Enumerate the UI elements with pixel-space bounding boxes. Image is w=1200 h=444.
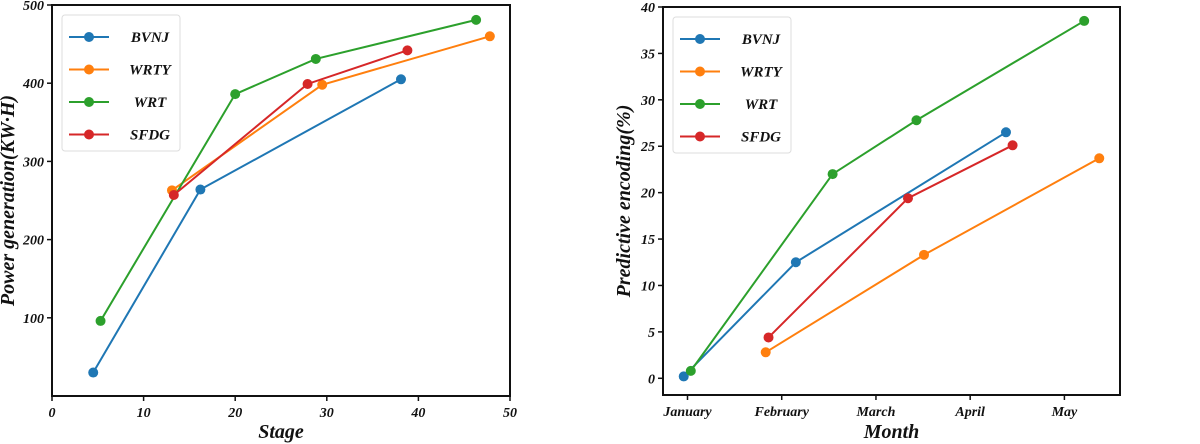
data-point [168, 190, 179, 201]
data-point [763, 332, 774, 343]
data-point [685, 365, 696, 376]
data-point [1079, 15, 1090, 26]
legend: BVNJ WRTY WRT SFDG [61, 14, 181, 152]
data-point [195, 184, 206, 195]
x-tick-label: February [753, 405, 809, 420]
x-tick-label: May [1051, 405, 1078, 420]
data-point [310, 53, 321, 64]
data-point [484, 31, 495, 42]
data-point [471, 14, 482, 25]
series-line [767, 144, 1014, 339]
series-sfdg [763, 140, 1018, 343]
x-tick-label: 20 [227, 406, 242, 421]
data-point [88, 367, 99, 378]
y-tick-label: 10 [641, 279, 655, 294]
chart-2: 0 5 10 15 20 25 30 35 40 January February March Apri… [613, 1, 1121, 443]
x-tick-label: March [855, 405, 895, 420]
legend-label: WRT [134, 95, 167, 111]
legend-marker [84, 32, 94, 42]
data-point [678, 371, 689, 382]
y-tick-label: 0 [648, 372, 655, 387]
y-tick-label: 5 [648, 326, 655, 341]
x-axis-label: Month [863, 421, 920, 443]
y-tick-label: 300 [22, 155, 44, 170]
y-tick-label: 35 [640, 47, 655, 62]
legend-marker [695, 99, 705, 109]
y-axis-label: Power generation(KW·H) [0, 95, 19, 307]
data-point [395, 74, 406, 85]
y-tick-label: 25 [640, 140, 655, 155]
series-line [765, 157, 1100, 354]
y-tick-label: 40 [640, 1, 655, 16]
legend-marker [695, 66, 705, 77]
legend-marker [84, 64, 94, 75]
legend-label: WRT [745, 97, 778, 113]
series-line [99, 18, 477, 322]
legend-marker [84, 129, 94, 140]
y-tick-label: 500 [23, 0, 44, 14]
x-tick-label: 50 [503, 406, 517, 421]
data-point [230, 89, 241, 100]
legend-label: WRTY [740, 65, 784, 81]
x-tick-label: 30 [319, 406, 334, 421]
series-wrty [760, 153, 1105, 358]
legend-box [672, 16, 792, 154]
x-tick-label: January [662, 405, 712, 420]
series-line [683, 131, 1007, 378]
series-wrt [685, 15, 1090, 376]
data-point [760, 347, 771, 358]
data-point [1007, 140, 1018, 151]
data-point [95, 315, 106, 326]
data-point [1094, 153, 1105, 164]
series-line [173, 49, 408, 196]
y-tick-label: 15 [641, 233, 655, 248]
legend-label: BVNJ [130, 30, 170, 46]
legend-marker [695, 34, 705, 44]
x-tick-label: April [954, 405, 985, 420]
series-line [689, 20, 1085, 372]
y-tick-label: 30 [640, 94, 655, 109]
legend-label: WRTY [129, 63, 173, 79]
y-tick-label: 200 [22, 234, 44, 249]
series-line [171, 35, 491, 192]
legend: BVNJ WRTY WRT SFDG [672, 16, 792, 154]
data-point [1000, 127, 1011, 138]
data-point [902, 193, 913, 204]
data-point [302, 78, 313, 89]
data-point [402, 45, 413, 56]
x-axis-label: Stage [258, 421, 304, 443]
data-point [911, 115, 922, 126]
legend-label: SFDG [130, 128, 170, 144]
y-tick-label: 100 [23, 312, 44, 327]
legend-marker [695, 131, 705, 142]
legend-label: BVNJ [741, 32, 781, 48]
data-point [790, 257, 801, 268]
legend-label: SFDG [741, 130, 781, 146]
data-point [827, 169, 838, 180]
plot-frame [51, 4, 511, 397]
plot-frame [662, 6, 1121, 396]
series-bvnj [678, 127, 1011, 382]
data-point [919, 249, 930, 260]
series-sfdg [168, 45, 413, 201]
legend-marker [84, 97, 94, 107]
x-tick-label: 40 [410, 406, 425, 421]
y-axis-label: Predictive encoding(%) [613, 105, 635, 299]
y-tick-label: 20 [640, 187, 655, 202]
x-tick-label: 0 [49, 406, 56, 421]
x-tick-label: 10 [137, 406, 151, 421]
series-wrt [95, 14, 482, 326]
series-bvnj [88, 74, 406, 378]
data-point [317, 79, 328, 90]
chart-1: 100 200 300 400 500 0 10 20 30 40 50 Stage Power gen… [0, 0, 517, 443]
legend-box [61, 14, 181, 152]
y-tick-label: 400 [22, 77, 44, 92]
